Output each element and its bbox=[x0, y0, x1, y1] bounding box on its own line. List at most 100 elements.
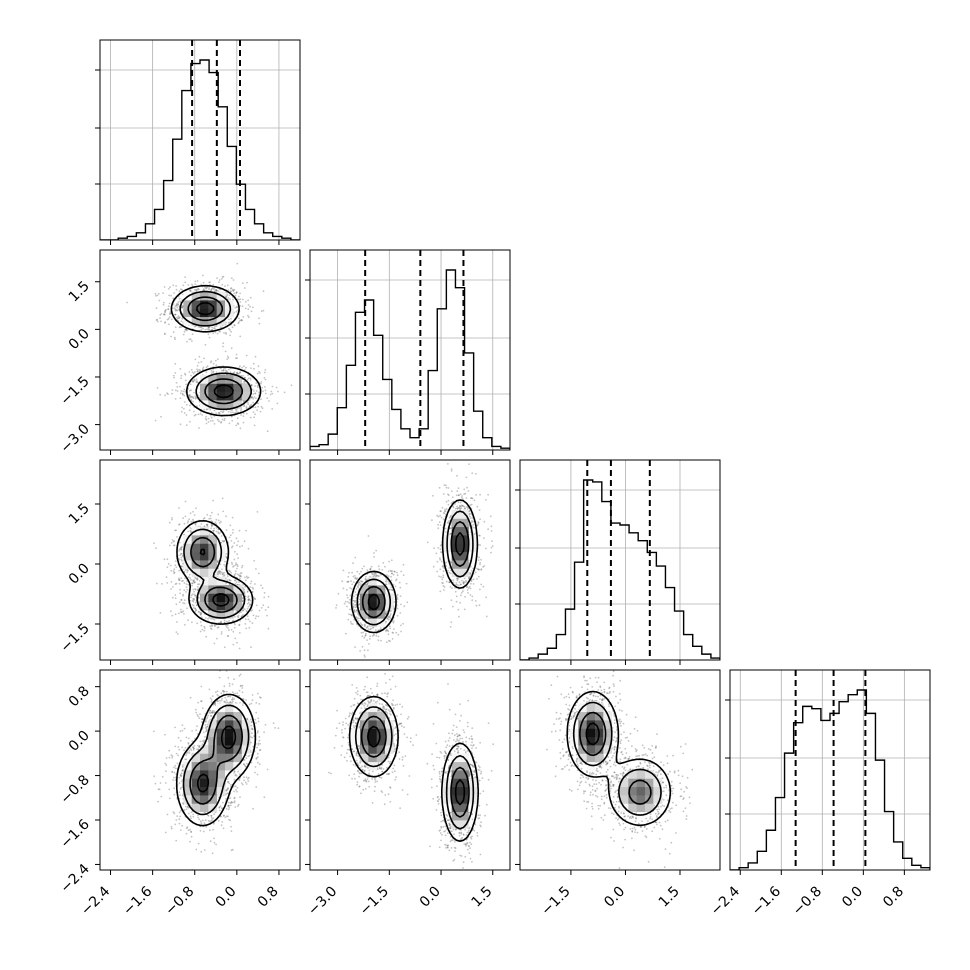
scatter-point bbox=[220, 633, 223, 635]
scatter-point bbox=[215, 843, 218, 846]
scatter-point bbox=[242, 316, 245, 318]
scatter-point bbox=[180, 552, 182, 555]
scatter-point bbox=[191, 604, 194, 606]
scatter-point bbox=[245, 699, 247, 701]
scatter-point bbox=[245, 366, 247, 369]
scatter-point bbox=[160, 313, 163, 315]
scatter-point bbox=[216, 561, 219, 563]
scatter-point bbox=[210, 372, 213, 374]
scatter-point bbox=[180, 306, 183, 309]
density-cell bbox=[200, 308, 209, 318]
scatter-point bbox=[179, 385, 181, 388]
scatter-point bbox=[266, 430, 269, 433]
scatter-point bbox=[180, 608, 182, 611]
scatter-point bbox=[239, 365, 241, 368]
density-panel-2-1: −3.0−1.50.01.5 bbox=[57, 249, 301, 456]
scatter-point bbox=[219, 572, 222, 575]
scatter-point bbox=[216, 626, 219, 629]
scatter-point bbox=[181, 824, 184, 827]
scatter-point bbox=[213, 409, 216, 412]
scatter-point bbox=[275, 386, 278, 389]
scatter-point bbox=[179, 288, 182, 291]
scatter-point bbox=[178, 317, 180, 320]
scatter-point bbox=[172, 779, 174, 781]
scatter-point bbox=[188, 750, 191, 752]
scatter-point bbox=[254, 392, 256, 395]
scatter-point bbox=[204, 286, 207, 289]
scatter-point bbox=[206, 716, 209, 718]
scatter-point bbox=[211, 710, 214, 712]
scatter-point bbox=[241, 282, 244, 284]
scatter-point bbox=[209, 420, 212, 422]
y-tick-label: 1.5 bbox=[66, 278, 93, 305]
scatter-point bbox=[184, 281, 187, 284]
density-cell bbox=[183, 308, 193, 318]
scatter-point bbox=[210, 527, 213, 530]
scatter-point bbox=[230, 546, 233, 549]
scatter-point bbox=[155, 582, 158, 585]
scatter-point bbox=[228, 685, 231, 687]
scatter-point bbox=[194, 395, 197, 398]
scatter-point bbox=[193, 514, 196, 516]
scatter-point bbox=[198, 717, 201, 720]
scatter-point bbox=[218, 522, 221, 524]
scatter-point bbox=[210, 711, 213, 714]
scatter-point bbox=[196, 280, 199, 282]
scatter-point bbox=[181, 611, 183, 614]
scatter-point bbox=[209, 625, 212, 628]
scatter-point bbox=[243, 608, 246, 611]
scatter-point bbox=[223, 574, 226, 577]
scatter-point bbox=[239, 673, 242, 676]
scatter-point bbox=[258, 609, 261, 612]
scatter-point bbox=[153, 542, 156, 545]
scatter-point bbox=[179, 397, 182, 400]
scatter-point bbox=[179, 392, 182, 395]
scatter-point bbox=[203, 409, 206, 411]
density-cell bbox=[216, 400, 226, 409]
density-cell bbox=[200, 551, 209, 561]
scatter-point bbox=[166, 566, 169, 569]
scatter-point bbox=[182, 610, 185, 613]
scatter-point bbox=[250, 702, 253, 705]
scatter-point bbox=[196, 370, 199, 372]
density-cell bbox=[225, 601, 234, 611]
scatter-point bbox=[191, 593, 194, 595]
scatter-point bbox=[245, 354, 248, 357]
scatter-point bbox=[178, 550, 181, 552]
scatter-point bbox=[253, 390, 255, 392]
scatter-point bbox=[223, 690, 226, 693]
scatter-point bbox=[235, 357, 237, 359]
scatter-point bbox=[244, 781, 247, 784]
scatter-point bbox=[283, 391, 286, 394]
scatter-point bbox=[183, 394, 186, 397]
scatter-point bbox=[214, 625, 216, 627]
scatter-point bbox=[210, 699, 213, 701]
scatter-point bbox=[240, 408, 243, 411]
scatter-point bbox=[260, 382, 262, 385]
scatter-point bbox=[263, 371, 266, 374]
scatter-point bbox=[222, 275, 225, 278]
density-cell bbox=[225, 383, 234, 393]
scatter-point bbox=[221, 411, 224, 414]
scatter-point bbox=[159, 612, 162, 614]
scatter-point bbox=[193, 744, 196, 747]
scatter-point bbox=[266, 614, 268, 617]
scatter-point bbox=[178, 569, 181, 572]
scatter-point bbox=[234, 564, 237, 566]
scatter-point bbox=[240, 319, 243, 321]
scatter-point bbox=[257, 402, 259, 405]
scatter-point bbox=[247, 595, 250, 597]
scatter-point bbox=[192, 400, 195, 403]
scatter-point bbox=[210, 289, 213, 292]
scatter-point bbox=[168, 323, 170, 326]
scatter-point bbox=[189, 420, 191, 423]
density-cell bbox=[183, 300, 193, 309]
scatter-point bbox=[234, 572, 237, 575]
density-cell bbox=[216, 383, 226, 393]
scatter-point bbox=[225, 577, 227, 580]
scatter-point bbox=[193, 325, 196, 328]
scatter-point bbox=[225, 331, 227, 334]
scatter-point bbox=[222, 345, 224, 348]
scatter-point bbox=[248, 598, 250, 600]
scatter-point bbox=[226, 579, 229, 582]
